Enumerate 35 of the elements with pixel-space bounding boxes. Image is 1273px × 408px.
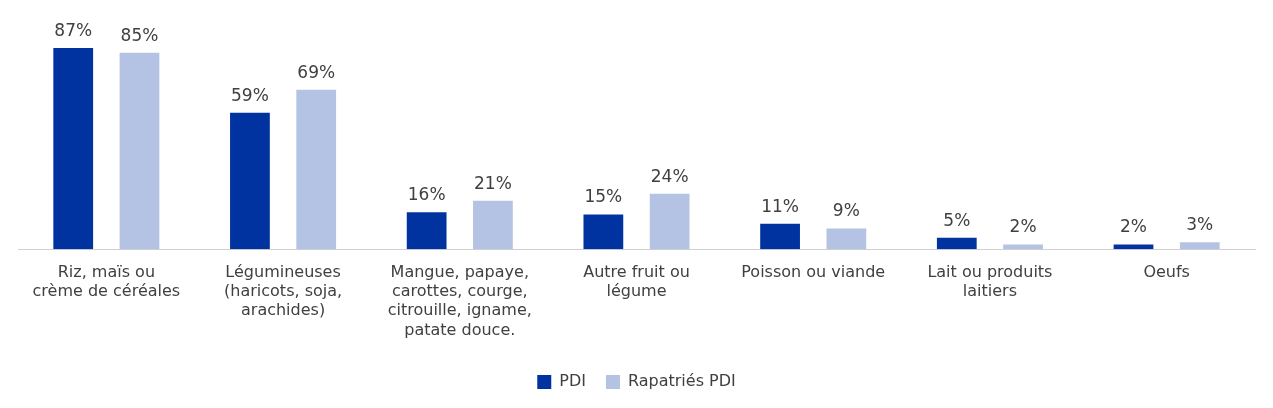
x-tick-label: Mangue, papaye, carottes, courge, citrouille, igname, patate douce. [387,261,532,339]
data-label: 21% [474,172,512,193]
data-label: 85% [120,24,159,45]
bar [760,223,800,250]
bar [296,89,337,250]
bar [583,214,624,250]
data-label: 15% [584,186,623,207]
bar [1179,242,1220,250]
data-label: 9% [832,200,860,221]
legend-label: Rapatriés PDI [627,371,736,391]
data-label: 3% [1186,214,1214,235]
bar [119,52,160,250]
data-label: 87% [54,19,93,40]
x-tick-label: Autre fruit ou légume [583,261,690,301]
bar [473,200,513,250]
data-label: 5% [943,209,971,230]
x-tick-label: Lait ou produits laitiers [927,261,1053,301]
x-tick-label: Légumineuses (haricots, soja, arachides) [224,261,343,320]
data-label: 16% [407,184,446,205]
data-label: 11% [761,195,799,216]
bar [826,228,867,250]
bar [649,193,690,250]
x-tick-label: Oeufs [1143,261,1190,281]
bar [936,237,977,250]
data-label: 69% [297,61,336,82]
legend-label: PDI [559,371,586,391]
bar [53,48,94,250]
data-label: 2% [1120,216,1147,237]
data-label: 2% [1009,216,1037,237]
bar [406,212,447,250]
bar [230,112,270,250]
data-label: 24% [650,165,689,186]
data-label: 59% [231,84,269,105]
x-tick-label: Riz, maïs ou crème de céréales [32,261,181,301]
x-tick-label: Poisson ou viande [741,261,886,281]
